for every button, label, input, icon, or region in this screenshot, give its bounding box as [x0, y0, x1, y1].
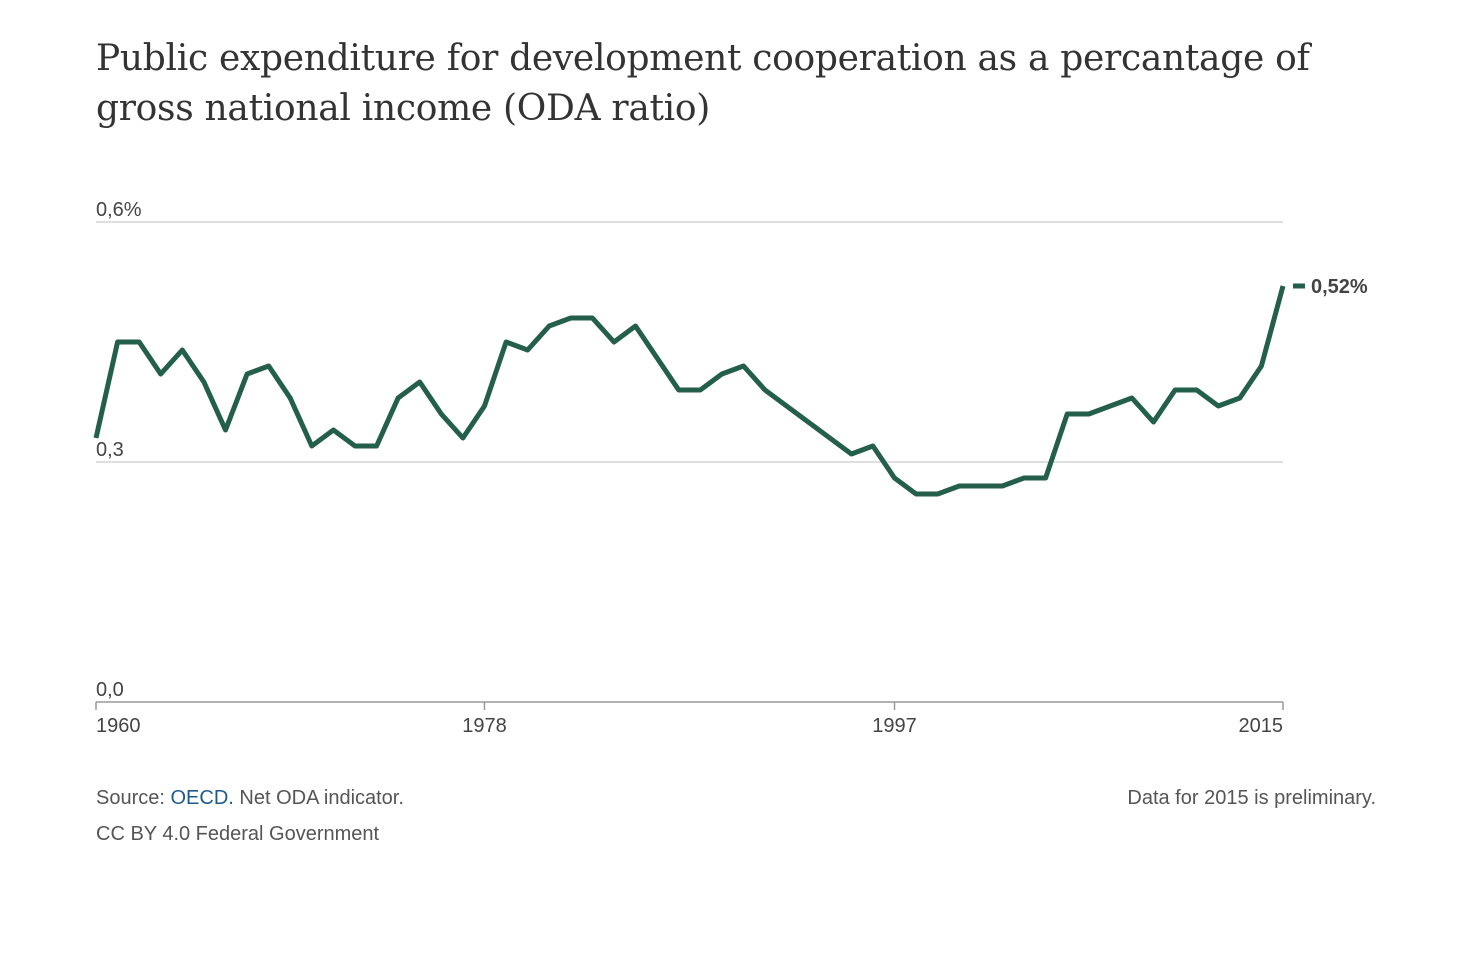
source-suffix: Net ODA indicator.	[233, 787, 404, 809]
y-tick-label: 0,0	[96, 679, 124, 701]
y-axis-ticks: 0,6% 0,3 0,0	[96, 199, 142, 701]
series-layer: 0,52%	[93, 276, 1368, 497]
preliminary-note: Data for 2015 is preliminary.	[1127, 787, 1376, 809]
source-note: Source: OECD. Net ODA indicator.	[96, 787, 404, 810]
chart-title: Public expenditure for development coope…	[96, 38, 1310, 129]
source-prefix: Source:	[96, 787, 165, 809]
series-line	[93, 285, 1286, 497]
source-link-oecd[interactable]: OECD.	[170, 787, 234, 809]
license-note: CC BY 4.0 Federal Government	[96, 823, 380, 845]
end-value-label: 0,52%	[1311, 276, 1368, 298]
y-tick-label: 0,3	[96, 439, 124, 461]
x-tick-label: 1960	[96, 715, 141, 737]
grid-layer	[96, 221, 1283, 703]
x-tick-label: 1978	[462, 715, 507, 737]
x-axis-ticks: 1960 1978 1997 2015	[95, 702, 1284, 737]
x-tick-label: 2015	[1239, 715, 1284, 737]
x-tick-label: 1997	[872, 715, 917, 737]
y-tick-label: 0,6%	[96, 199, 142, 221]
